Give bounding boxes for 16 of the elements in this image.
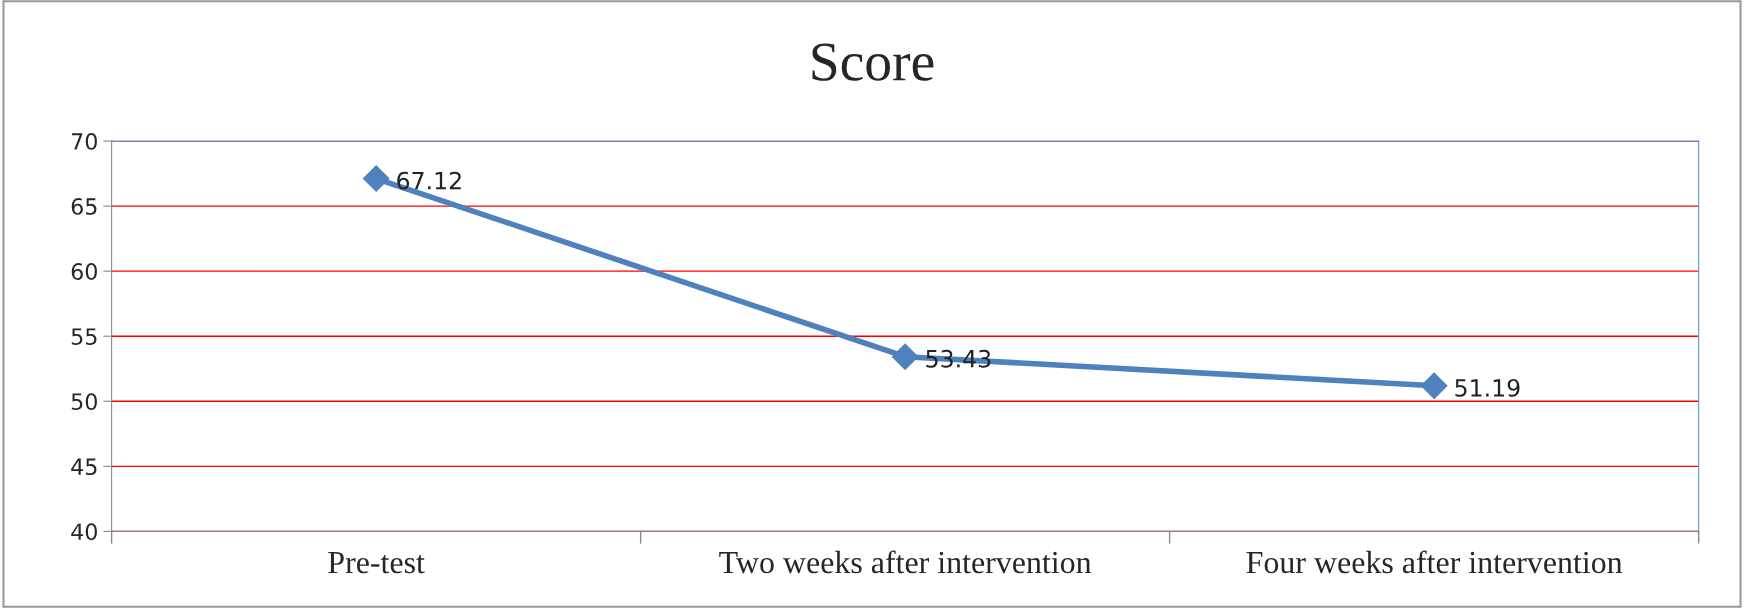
x-tick-label: Pre-test (328, 552, 425, 574)
y-tick-label: 65 (71, 198, 97, 215)
x-tick-label: Four weeks after intervention (1246, 550, 1623, 574)
chart-title: Score (812, 43, 934, 81)
point (891, 343, 919, 370)
y-tick-label: 60 (71, 263, 97, 280)
y-tick-label: 55 (71, 328, 97, 345)
point (1420, 372, 1448, 400)
point (362, 165, 390, 192)
data-label: 67.12 (397, 171, 461, 190)
y-tick-label: 45 (71, 458, 97, 476)
y-tick-label: 50 (71, 393, 97, 411)
y-tick-label: 40 (71, 523, 97, 541)
data-label: 51.19 (1455, 378, 1520, 397)
x-tick-label: Two weeks after intervention (719, 550, 1092, 574)
y-tick-label: 70 (71, 133, 97, 150)
